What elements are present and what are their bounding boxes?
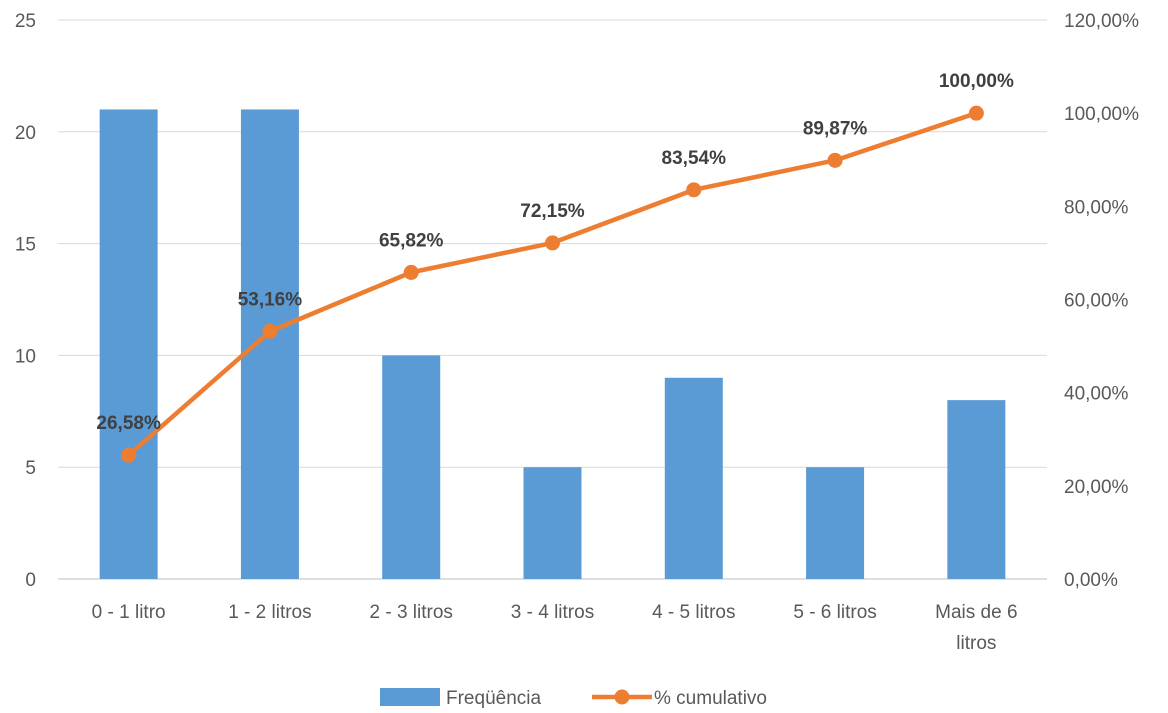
x-axis-labels: 0 - 1 litro 1 - 2 litros 2 - 3 litros 3 - 4…: [92, 602, 1018, 654]
left-tick-label: 15: [15, 235, 36, 256]
data-label: 65,82%: [379, 230, 444, 251]
data-label: 26,58%: [96, 413, 161, 434]
cumulative-marker: [545, 235, 560, 251]
legend: Freqüência % cumulativo: [380, 688, 767, 709]
left-tick-label: 10: [15, 346, 36, 367]
bar: [664, 377, 723, 579]
left-tick-label: 20: [15, 123, 36, 144]
data-label: 89,87%: [803, 118, 868, 139]
right-tick-label: 40,00%: [1064, 384, 1129, 405]
legend-label-frequency: Freqüência: [446, 688, 541, 709]
legend-bar-swatch: [380, 688, 440, 706]
data-label: 83,54%: [662, 148, 727, 169]
cumulative-marker: [262, 323, 278, 339]
cumulative-line-layer: [121, 105, 984, 463]
cumulative-data-labels: 26,58% 53,16% 65,82% 72,15% 83,54% 89,87% 100,…: [96, 71, 1014, 434]
bar: [947, 400, 1006, 579]
gridlines: [58, 19, 1047, 580]
x-tick-label: 2 - 3 litros: [370, 602, 453, 623]
right-tick-label: 60,00%: [1064, 291, 1129, 312]
x-tick-label: Mais de 6 litros: [935, 602, 1017, 654]
legend-label-cumulative: % cumulativo: [654, 688, 767, 709]
data-label: 100,00%: [939, 71, 1014, 92]
bar: [99, 109, 158, 579]
left-tick-label: 0: [25, 570, 36, 591]
frequency-bars: [99, 109, 1006, 579]
x-tick-label: 0 - 1 litro: [92, 602, 166, 623]
cumulative-marker: [121, 447, 137, 463]
left-tick-label: 5: [25, 458, 36, 479]
bar: [523, 467, 582, 579]
left-tick-label: 25: [15, 11, 36, 32]
cumulative-marker: [827, 152, 843, 168]
data-label: 53,16%: [238, 289, 303, 310]
right-tick-label: 20,00%: [1064, 477, 1129, 498]
cumulative-marker: [686, 182, 702, 198]
x-tick-label: 1 - 2 litros: [228, 602, 311, 623]
left-axis-ticks: 0 5 10 15 20 25: [15, 11, 36, 591]
right-axis-ticks: 0,00% 20,00% 40,00% 60,00% 80,00% 100,00% 120,…: [1064, 11, 1139, 591]
legend-line-marker: [614, 689, 630, 705]
data-label: 72,15%: [520, 201, 585, 222]
bar: [382, 355, 441, 579]
x-tick-label: 3 - 4 litros: [511, 602, 594, 623]
x-tick-label: 4 - 5 litros: [652, 602, 735, 623]
right-tick-label: 80,00%: [1064, 197, 1129, 218]
cumulative-marker: [403, 264, 419, 280]
bar: [240, 109, 299, 579]
right-tick-label: 100,00%: [1064, 104, 1139, 125]
right-tick-label: 120,00%: [1064, 11, 1139, 32]
cumulative-marker: [968, 105, 984, 121]
x-tick-label: 5 - 6 litros: [793, 602, 876, 623]
bar: [806, 467, 865, 579]
right-tick-label: 0,00%: [1064, 570, 1118, 591]
